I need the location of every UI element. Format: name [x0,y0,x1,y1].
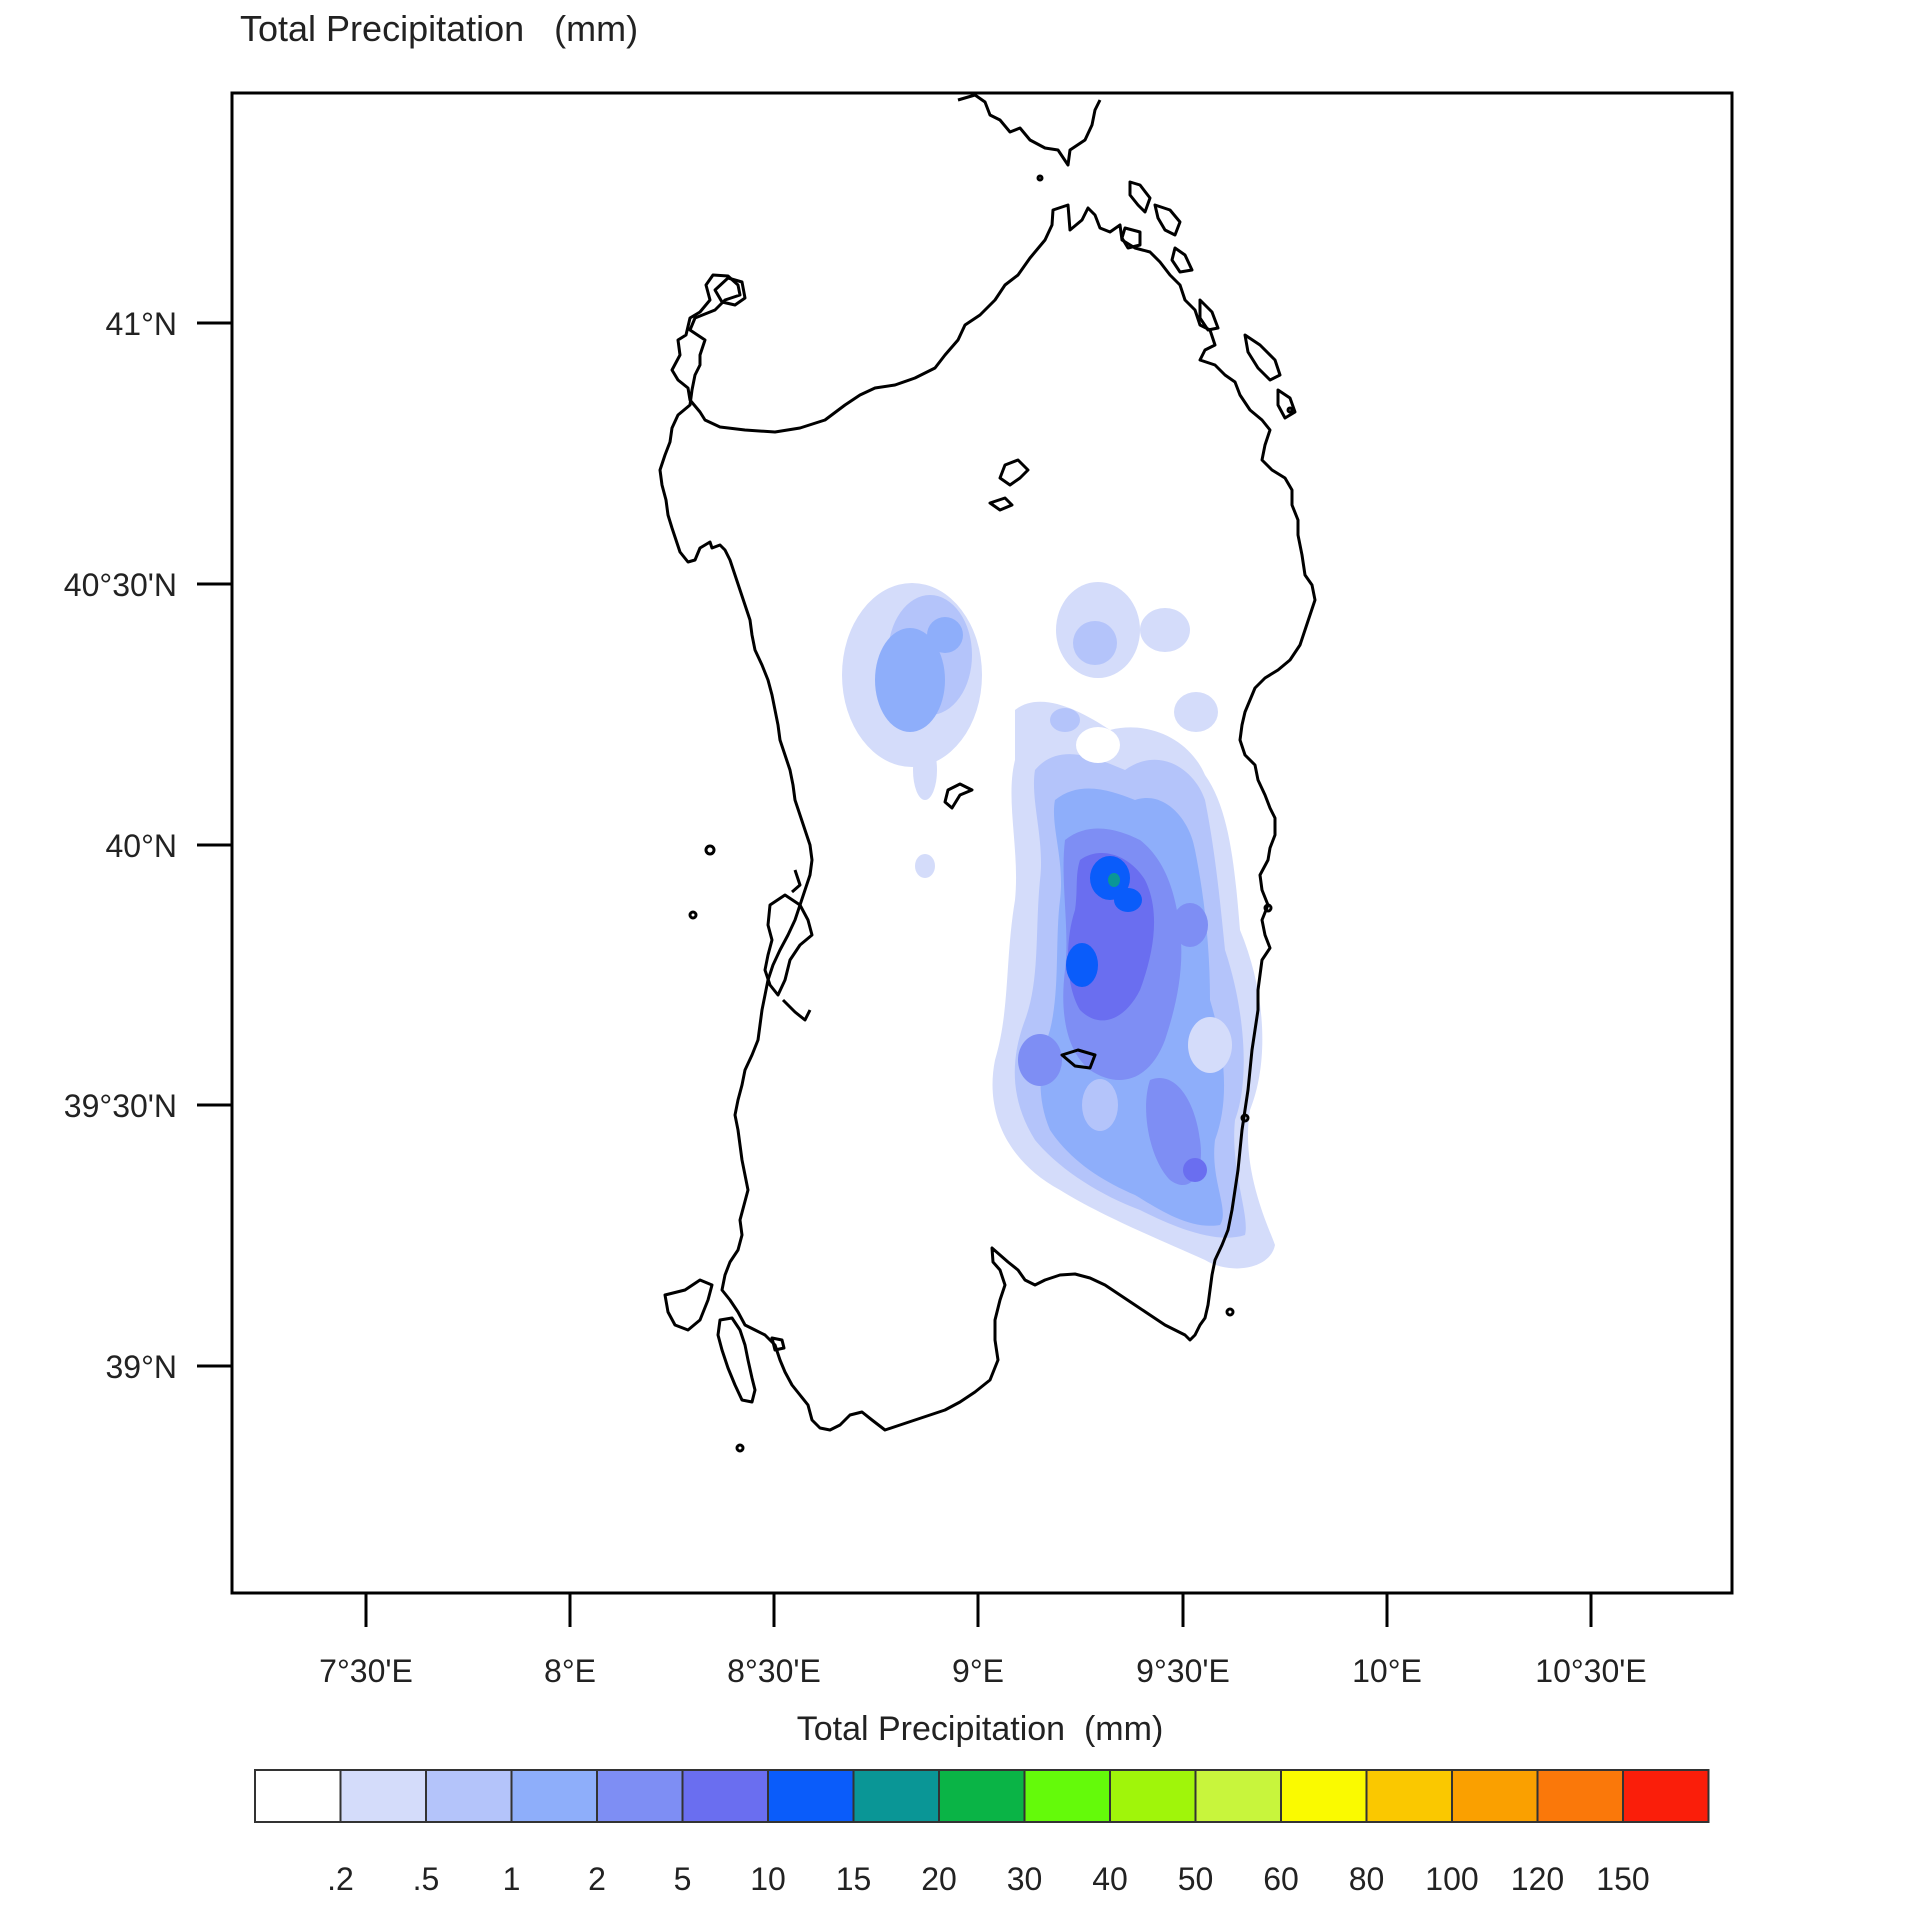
colorbar-cell [510,1769,598,1823]
lon-tick-label: 7°30'E [319,1653,413,1689]
colorbar-cell [1023,1769,1111,1823]
lat-labels: 41°N 40°30'N 40°N 39°30'N 39°N [64,306,177,1385]
lat-tick-label: 41°N [106,306,178,342]
lon-tick-label: 10°E [1352,1653,1422,1689]
colorbar-label: 50 [1178,1861,1214,1897]
lat-tick-label: 39°N [106,1349,178,1385]
lon-tick-label: 10°30'E [1535,1653,1646,1689]
colorbar-cell [1109,1769,1197,1823]
colorbar [254,1769,1710,1823]
lon-tick-label: 8°30'E [727,1653,821,1689]
axis-ticks [197,321,1593,1627]
colorbar-label: 2 [588,1861,606,1897]
lat-tick-label: 39°30'N [64,1088,177,1124]
map-title: Total Precipitation (mm) [240,8,639,49]
colorbar-cell [596,1769,684,1823]
plot-frame [230,91,1734,1595]
colorbar-label: 40 [1092,1861,1128,1897]
colorbar-cell [1451,1769,1539,1823]
lon-tick-label: 8°E [544,1653,596,1689]
colorbar-label: 150 [1596,1861,1649,1897]
colorbar-cell [254,1769,342,1823]
colorbar-label: 60 [1263,1861,1299,1897]
colorbar-cell [1365,1769,1453,1823]
colorbar-label: 80 [1349,1861,1385,1897]
colorbar-cell [339,1769,427,1823]
colorbar-cell [938,1769,1026,1823]
coastline [658,93,1317,1453]
colorbar-labels: .2 .5 1 2 5 10 15 20 30 40 50 60 80 100 120 150 [327,1861,1650,1897]
colorbar-label: 100 [1425,1861,1478,1897]
colorbar-cell [767,1769,855,1823]
colorbar-label: 120 [1511,1861,1564,1897]
colorbar-cell [681,1769,769,1823]
lat-tick-label: 40°30'N [64,567,177,603]
lat-tick-label: 40°N [106,828,178,864]
colorbar-cell [1622,1769,1710,1823]
lon-tick-label: 9°30'E [1136,1653,1230,1689]
colorbar-cell [852,1769,940,1823]
lon-labels: 7°30'E 8°E 8°30'E 9°E 9°30'E 10°E 10°30'… [319,1653,1647,1689]
colorbar-label: 5 [674,1861,692,1897]
colorbar-label: .5 [413,1861,440,1897]
colorbar-cell [1194,1769,1282,1823]
colorbar-label: 15 [836,1861,872,1897]
colorbar-cell [425,1769,513,1823]
colorbar-label: 20 [921,1861,957,1897]
precipitation-field [842,582,1275,1269]
colorbar-label: 30 [1007,1861,1043,1897]
colorbar-cell [1280,1769,1368,1823]
colorbar-label: .2 [327,1861,354,1897]
colorbar-label: 1 [503,1861,521,1897]
lon-tick-label: 9°E [952,1653,1004,1689]
colorbar-cell [1536,1769,1624,1823]
colorbar-title: Total Precipitation (mm) [796,1710,1164,1748]
colorbar-label: 10 [750,1861,786,1897]
